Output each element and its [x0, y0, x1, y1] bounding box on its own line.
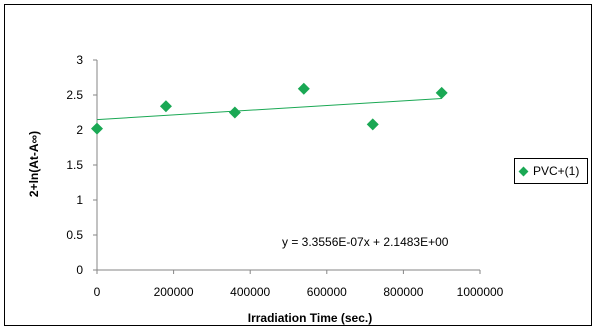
data-point [159, 100, 172, 113]
x-ticks: 0 200000 400000 600000 800000 1000000 [94, 270, 504, 299]
trendline-equation: y = 3.3556E-07x + 2.1483E+00 [282, 235, 449, 249]
trendline-group [96, 97, 442, 121]
y-tick-label: 2 [76, 123, 83, 137]
x-tick-label: 200000 [154, 285, 194, 299]
legend: PVC+(1) [514, 158, 588, 184]
x-tick-label: 1000000 [457, 285, 504, 299]
y-tick-label: 1.5 [66, 158, 83, 172]
chart-frame [4, 4, 592, 326]
y-tick-label: 0 [76, 263, 83, 277]
trendline [96, 97, 442, 121]
data-points [91, 82, 448, 135]
data-point [297, 82, 310, 95]
y-axis-title: 2+ln(At-A∞) [27, 131, 41, 197]
x-axis-title: Irradiation Time (sec.) [248, 311, 372, 325]
data-point [366, 118, 379, 131]
x-tick-label: 0 [94, 285, 101, 299]
y-tick-label: 2.5 [66, 88, 83, 102]
y-tick-label: 3 [76, 53, 83, 67]
y-tick-label: 1 [76, 193, 83, 207]
legend-marker-diamond [518, 166, 529, 176]
data-point [435, 86, 448, 99]
y-ticks: 0 0.5 1 1.5 2 2.5 3 [66, 53, 97, 277]
legend-label: PVC+(1) [533, 164, 580, 178]
data-point [228, 106, 241, 119]
x-tick-label: 800000 [383, 285, 423, 299]
x-tick-label: 400000 [230, 285, 270, 299]
data-point [91, 122, 103, 135]
y-tick-label: 0.5 [66, 228, 83, 242]
x-tick-label: 600000 [307, 285, 347, 299]
